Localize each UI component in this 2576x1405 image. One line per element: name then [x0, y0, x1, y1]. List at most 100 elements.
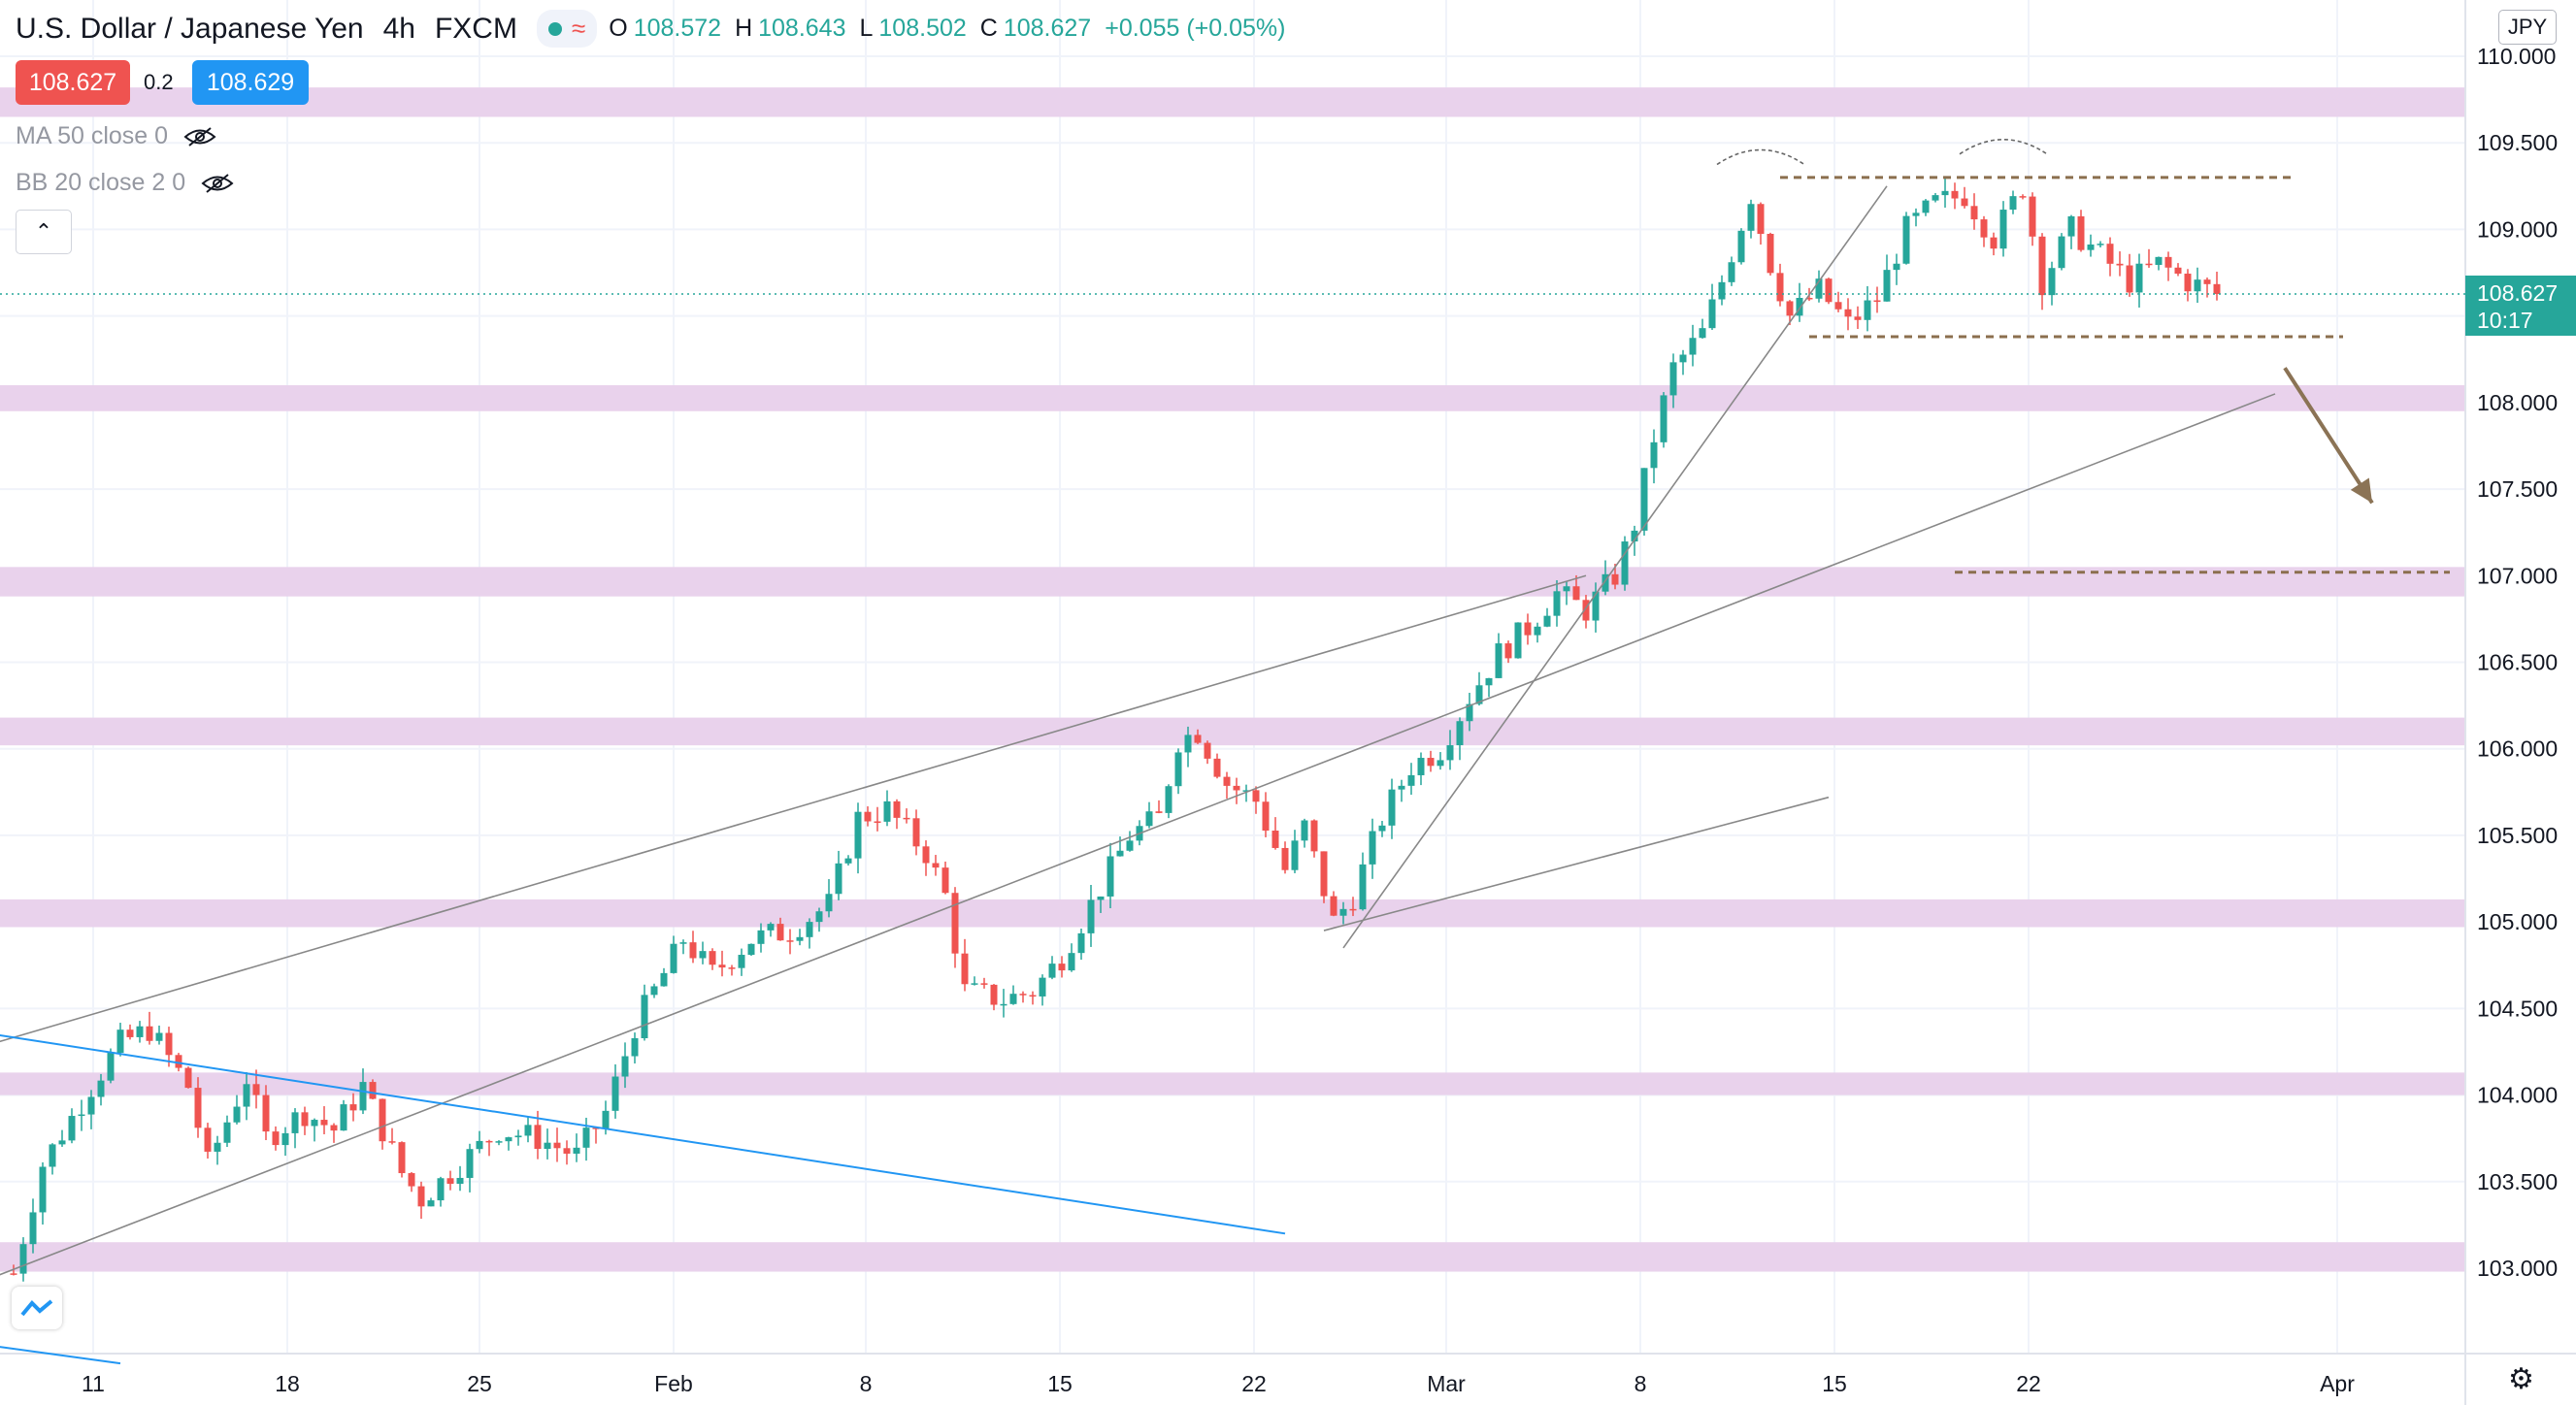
candle-body	[505, 1137, 512, 1142]
down-arrow-head	[2350, 477, 2372, 504]
candle-body	[155, 1032, 163, 1041]
candle-body	[1223, 776, 1231, 786]
candle-body	[136, 1026, 144, 1037]
sr-zone	[0, 87, 2465, 117]
candle-body	[1437, 760, 1444, 767]
symbol-title[interactable]: U.S. Dollar / Japanese Yen	[16, 12, 364, 45]
indicator-bb[interactable]: BB 20 close 2 0	[16, 169, 234, 197]
candle-body	[1068, 953, 1075, 971]
candle-body	[10, 1273, 17, 1275]
candle-body	[476, 1140, 483, 1150]
ask-price-button[interactable]: 108.629	[192, 60, 309, 105]
candle-body	[252, 1084, 260, 1095]
candle-body	[1407, 774, 1415, 786]
candle-body	[1000, 1003, 1007, 1006]
candle-body	[796, 936, 804, 941]
candle-body	[1553, 591, 1561, 616]
candle-body	[650, 986, 658, 996]
candle-body	[1611, 573, 1619, 585]
collapse-legend-button[interactable]: ⌃	[16, 210, 72, 254]
candle-body	[1262, 801, 1270, 832]
candle-body	[2009, 196, 2017, 211]
candle-body	[1310, 820, 1318, 852]
candle-body	[1369, 831, 1376, 865]
candle-body	[2029, 196, 2036, 237]
x-tick-label: 11	[82, 1371, 105, 1396]
trend-line-blue	[0, 1034, 1286, 1235]
candle-body	[2116, 263, 2124, 266]
double-top-mark	[1959, 139, 2048, 155]
interval-label[interactable]: 4h	[382, 12, 415, 45]
candle-body	[2213, 283, 2221, 294]
candle-body	[679, 942, 687, 944]
candle-body	[1999, 210, 2007, 249]
candle-body	[233, 1106, 241, 1123]
y-tick-label: 106.000	[2477, 736, 2558, 762]
candle-body	[1281, 847, 1289, 870]
candle-body	[1844, 309, 1852, 317]
candle-body	[1145, 811, 1153, 827]
eye-hidden-icon[interactable]	[201, 173, 234, 194]
candle-body	[514, 1135, 522, 1138]
x-tick-label: Mar	[1427, 1371, 1466, 1396]
candle-body	[1980, 219, 1988, 238]
market-status[interactable]: ≈	[536, 10, 598, 48]
candle-body	[1058, 964, 1066, 971]
candle-body	[1786, 301, 1794, 316]
sr-zone	[0, 1242, 2465, 1272]
candle-body	[379, 1098, 386, 1142]
candle-body	[184, 1067, 192, 1089]
candle-body	[1349, 908, 1357, 911]
candle-body	[1815, 278, 1823, 299]
candle-body	[1475, 685, 1483, 704]
candles	[10, 178, 2221, 1282]
candle-body	[980, 983, 988, 985]
market-open-icon	[547, 21, 562, 36]
candle-body	[1854, 316, 1862, 320]
x-tick-label: Feb	[654, 1371, 693, 1396]
x-tick-label: 15	[1822, 1371, 1847, 1396]
candle-body	[68, 1116, 76, 1141]
candle-body	[747, 943, 755, 956]
candle-body	[388, 1141, 396, 1143]
candle-body	[844, 858, 852, 864]
candle-body	[1893, 263, 1900, 271]
candle-body	[1650, 441, 1658, 469]
candle-body	[281, 1132, 289, 1146]
candle-body	[1029, 995, 1037, 997]
candle-body	[1534, 626, 1541, 636]
settings-gear-icon[interactable]: ⚙	[2508, 1363, 2534, 1395]
tradingview-logo-icon[interactable]	[12, 1287, 62, 1329]
candle-body	[611, 1076, 619, 1111]
currency-label[interactable]: JPY	[2498, 10, 2557, 45]
candle-body	[427, 1200, 435, 1207]
candle-body	[58, 1140, 66, 1145]
candle-body	[631, 1037, 639, 1057]
candle-body	[1009, 994, 1017, 1004]
candle-body	[2145, 263, 2153, 266]
candle-body	[1097, 896, 1105, 900]
candle-body	[592, 1127, 600, 1129]
bid-price-button[interactable]: 108.627	[16, 60, 130, 105]
candle-body	[990, 984, 998, 1005]
candle-body	[107, 1053, 115, 1081]
candle-body	[563, 1148, 571, 1154]
eye-hidden-icon[interactable]	[183, 126, 216, 147]
indicator-ma-label: MA 50 close 0	[16, 122, 169, 149]
candle-body	[369, 1082, 377, 1099]
candle-body	[1669, 362, 1677, 396]
candle-body	[1039, 977, 1046, 997]
candle-body	[1466, 703, 1473, 722]
candle-body	[941, 867, 949, 894]
candle-body	[1155, 811, 1163, 813]
candle-body	[1679, 354, 1687, 363]
candle-body	[1563, 586, 1570, 592]
x-tick-label: Apr	[2320, 1371, 2355, 1396]
candle-body	[835, 863, 842, 895]
y-tick-label: 107.000	[2477, 563, 2558, 588]
y-tick-label: 105.000	[2477, 909, 2558, 934]
indicator-ma[interactable]: MA 50 close 0	[16, 122, 216, 150]
candle-body	[2194, 279, 2201, 292]
candle-body	[1640, 468, 1648, 531]
